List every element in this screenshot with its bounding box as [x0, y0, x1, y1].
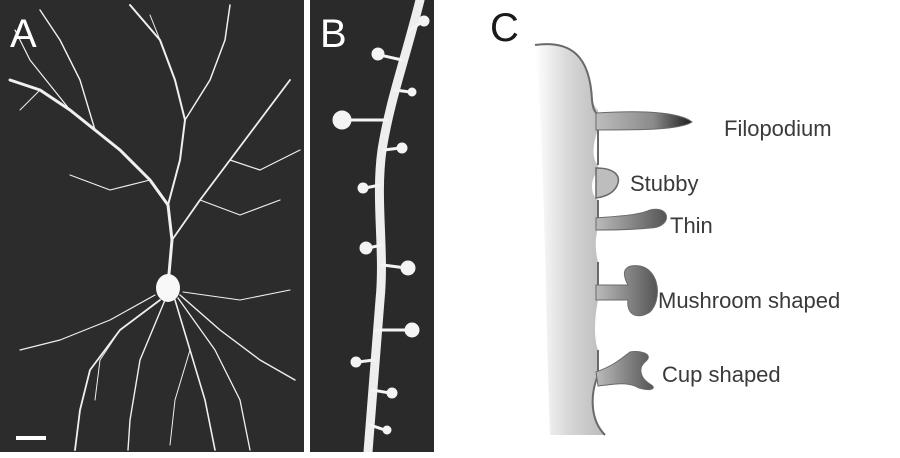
dendrite-shaft: [363, 0, 425, 452]
cup-label: Cup shaped: [662, 362, 781, 387]
cell-body: [156, 274, 180, 302]
filopodium-label: Filopodium: [724, 116, 832, 141]
basal-dendrite: [74, 299, 161, 451]
panel-a-neuron-image: A: [0, 0, 304, 452]
mushroom-spine: [595, 265, 658, 317]
basal-dendrite: [169, 349, 191, 446]
apical-branch: [129, 4, 186, 206]
dendrite-drawing: [332, 0, 430, 452]
scale-bar: [16, 436, 46, 440]
cup-spine: [595, 351, 654, 391]
apical-branch: [199, 199, 281, 216]
basal-dendrite: [19, 294, 156, 351]
basal-dendrite: [182, 289, 291, 301]
panel-c-spine-schematic: C Filopodium Stubby Thin Mushroom shaped…: [440, 0, 900, 458]
basal-dendrite: [174, 299, 216, 451]
spine: [393, 88, 412, 94]
stubby-label: Stubby: [630, 171, 699, 196]
stubby-spine: [595, 167, 620, 199]
panel-label-c: C: [490, 6, 519, 50]
apical-branch: [149, 14, 161, 41]
spine-types-diagram: [534, 43, 693, 436]
apical-branch: [229, 149, 301, 171]
apical-branch: [184, 4, 231, 121]
basal-dendrite: [127, 299, 166, 451]
dendrite-outline: [534, 43, 606, 436]
apical-branch: [14, 29, 71, 111]
basal-dendrite: [179, 294, 296, 381]
apical-branch: [39, 9, 96, 131]
dendrite-body: [535, 44, 605, 435]
spine: [368, 423, 387, 432]
neuron-drawing: [8, 4, 301, 451]
panel-label-a: A: [10, 12, 37, 56]
mushroom-label: Mushroom shaped: [658, 288, 841, 313]
thin-spine: [595, 208, 667, 231]
basal-dendrite: [177, 297, 251, 451]
panel-b-dendrite-image: B: [310, 0, 434, 452]
thin-label: Thin: [670, 213, 713, 238]
basal-dendrite: [94, 329, 121, 401]
apical-dendrite: [8, 78, 174, 287]
filopodium-spine: [595, 111, 693, 131]
panel-label-b: B: [320, 12, 347, 56]
apical-branch: [69, 174, 151, 191]
apical-branch: [19, 89, 41, 111]
